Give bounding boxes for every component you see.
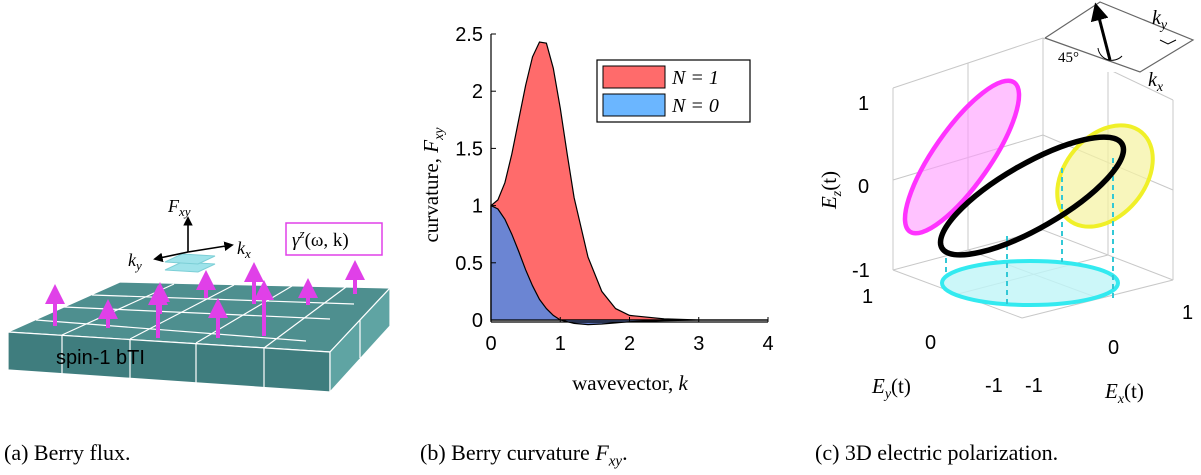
legend-label-n0: N = 0 (671, 95, 719, 117)
gamma-label: γz(ω, k) (292, 226, 349, 251)
x-tick-label: 1 (555, 333, 566, 355)
polarization-ellipse (937, 134, 1127, 258)
panel-c: 1 0 -1 1 0 -1 -1 0 1 Ez(t) Ey(t) Ex(t) 4… (817, 1, 1195, 407)
x-tick-label: 2 (624, 333, 635, 355)
chart-legend: N = 1 N = 0 (596, 59, 751, 123)
chart-axes: 0 0.5 1 1.5 2 2.5 0 1 2 3 4 (455, 24, 773, 355)
gamma-box (285, 222, 383, 256)
y-tick-0: 0 (925, 332, 936, 354)
chart-ylabel: curvature, Fxy (419, 127, 447, 243)
berry-flux-arrows (45, 260, 365, 338)
x-tick-0: 0 (1108, 337, 1119, 359)
x-tick-label: 4 (762, 333, 773, 355)
z-tick-neg1: -1 (852, 260, 870, 282)
x-tick-1: 1 (1182, 302, 1193, 324)
y-tick-label: 2 (472, 81, 483, 103)
panel-b: 0 0.5 1 1.5 2 2.5 0 1 2 3 4 curvature, Fxy wavevec… (419, 24, 774, 395)
y-tick-label: 1 (472, 196, 483, 218)
z-tick-0: 0 (858, 176, 869, 198)
inset-angle: 45° (1058, 50, 1079, 66)
x-tick-label: 0 (485, 333, 496, 355)
magenta-projection-ellipse (902, 78, 1022, 236)
inset-kx: kx (1148, 69, 1164, 95)
legend-swatch-n1 (602, 65, 666, 89)
z-axis-label: Ez(t) (817, 171, 845, 210)
legend-label-n1: N = 1 (671, 67, 719, 89)
cyan-projection-ellipse (940, 259, 1120, 307)
curvature-sheets (164, 253, 216, 273)
caption-a: (a) Berry flux. (4, 440, 131, 465)
slab-label: spin-1 bTI (56, 347, 145, 369)
y-tick-label: 0 (472, 310, 483, 332)
caption-b: (b) Berry curvature Fxy. (420, 440, 628, 470)
axis-fxy-label: Fxy (167, 196, 191, 219)
z-tick-1: 1 (858, 93, 869, 115)
y-tick-label: 2.5 (455, 24, 483, 46)
y-tick-label: 0.5 (455, 253, 483, 275)
x-tick-neg1: -1 (1025, 375, 1043, 397)
chart-fills (490, 41, 768, 326)
y-axis-label: Ey(t) (871, 374, 911, 402)
series-n0-area (490, 204, 768, 326)
k-direction-inset: 45° ky kx (1044, 1, 1195, 95)
x-axis-label: Ex(t) (1104, 379, 1144, 407)
y-tick-label: 1.5 (455, 138, 483, 160)
y-tick-neg1: -1 (985, 375, 1003, 397)
panel-a: spin-1 bTI Fxy ky kx γz( (7, 196, 392, 394)
yellow-projection-ellipse (1055, 123, 1155, 229)
series-n1-area (490, 41, 768, 321)
x-tick-label: 3 (693, 333, 704, 355)
axis-kx-label: kx (237, 238, 251, 261)
y-tick-1: 1 (862, 286, 873, 308)
caption-c: (c) 3D electric polarization. (815, 440, 1059, 465)
axis-ky-label: ky (128, 250, 142, 273)
k-axes (153, 216, 234, 263)
legend-swatch-n0 (602, 93, 666, 117)
slab-grid (35, 283, 361, 388)
inset-ky: ky (1152, 7, 1168, 33)
chart-xlabel: wavevector, k (572, 371, 688, 395)
